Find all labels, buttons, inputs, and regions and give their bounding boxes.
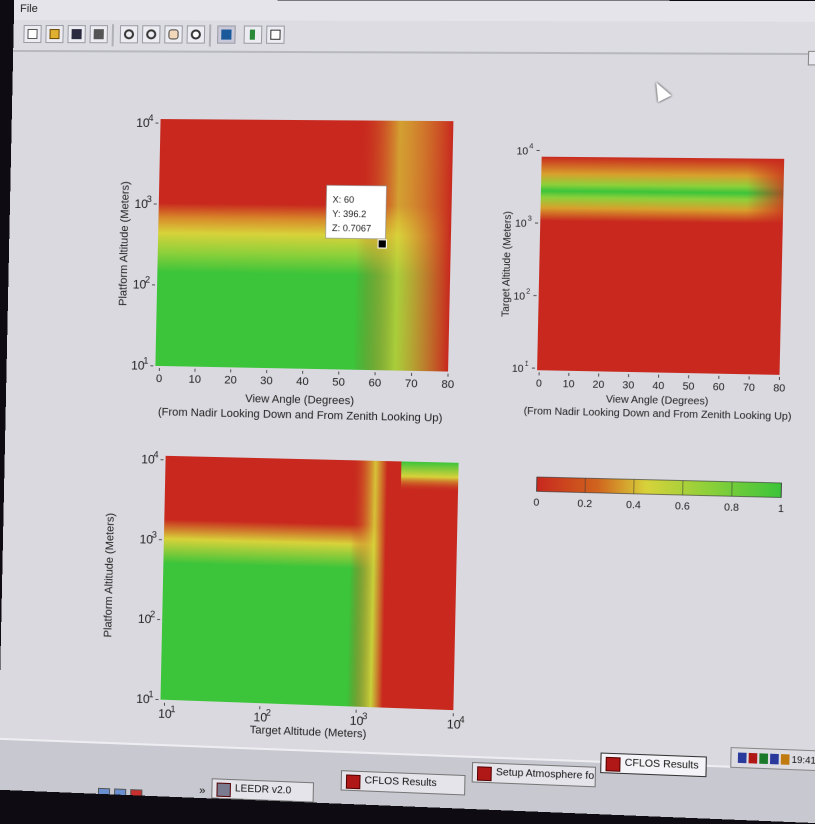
heatmap-3-corner xyxy=(396,461,458,710)
plot1-y-tick-label-exp: 3 xyxy=(147,194,152,204)
pan-hand-icon[interactable] xyxy=(164,25,183,43)
colorbar: 0 0.2 0.4 0.6 0.8 1 xyxy=(533,477,785,515)
plot3-x-tick-label-exp: 4 xyxy=(459,714,464,724)
zoom-in-icon[interactable] xyxy=(120,25,139,43)
new-file-icon[interactable] xyxy=(23,25,41,43)
data-cursor-icon[interactable] xyxy=(217,25,236,43)
task-label: Setup Atmosphere for H... xyxy=(496,767,596,783)
task-label: CFLOS Results xyxy=(625,758,699,772)
app-icon xyxy=(605,757,620,772)
plot2-xlabel: View Angle (Degrees) xyxy=(606,394,709,407)
plot2-y-tick-label: 10 xyxy=(515,219,527,230)
plot1-x-tick-label: 30 xyxy=(260,375,273,387)
heatmap-1-rolloff xyxy=(155,119,453,372)
quick-launch xyxy=(98,787,149,801)
plot-platform-vs-view-angle[interactable]: 01020304050607080 101102103104 View Angl… xyxy=(115,113,460,425)
colorbar-tick-label: 0 xyxy=(533,497,540,508)
open-folder-icon[interactable] xyxy=(45,25,63,43)
colorbar-tick-label: 0.8 xyxy=(724,502,740,514)
figure-svg: 01020304050607080 101102103104 View Angl… xyxy=(0,52,815,774)
plot2-y-tick-label: 10 xyxy=(513,291,525,302)
plot-target-vs-view-angle[interactable]: 01020304050607080 101102103104 View Angl… xyxy=(498,143,797,423)
plot2-y-tick-label-exp: 2 xyxy=(526,288,530,295)
plot1-xlabel: View Angle (Degrees) xyxy=(245,393,354,407)
plot3-x-tick-label-exp: 1 xyxy=(170,704,175,714)
zoom-out-icon[interactable] xyxy=(142,25,161,43)
plot3-x-tick-label-exp: 2 xyxy=(266,707,271,717)
plot1-x-tick-label: 40 xyxy=(296,376,309,388)
plot1-ylabel: Platform Altitude (Meters) xyxy=(117,181,132,306)
plot3-y-tick-label-exp: 4 xyxy=(153,449,158,459)
plot2-ylabel: Target Altitude (Meters) xyxy=(500,211,514,317)
colorbar-icon[interactable] xyxy=(244,26,263,44)
plot2-y-tick-label-exp: 3 xyxy=(528,216,532,223)
plot3-ylabel: Platform Altitude (Meters) xyxy=(102,513,117,638)
tooltip-x: X: 60 xyxy=(332,194,354,204)
taskbar-chevron[interactable]: » xyxy=(199,785,205,797)
plot2-x-tick-label: 20 xyxy=(592,380,604,392)
plot2-x-tick-label: 80 xyxy=(773,383,786,395)
plot2-x-tick-label: 10 xyxy=(563,379,575,391)
toolbar xyxy=(13,20,815,55)
plot2-x-tick-label: 60 xyxy=(713,382,726,394)
plot2-y-tick-label: 10 xyxy=(516,146,528,157)
app-icon xyxy=(477,766,492,781)
print-icon[interactable] xyxy=(89,25,107,43)
plot1-xlabel-sub: (From Nadir Looking Down and From Zenith… xyxy=(158,406,443,424)
colorbar-tick-label: 1 xyxy=(778,504,785,516)
tray-icons[interactable] xyxy=(738,753,790,765)
plot1-x-tick-label: 10 xyxy=(188,374,201,386)
toolbar-separator xyxy=(112,24,114,46)
app-icon xyxy=(346,774,361,789)
plot1-x-tick-label: 70 xyxy=(405,378,418,391)
plot1-y-tick-label-exp: 4 xyxy=(148,113,153,123)
quick-launch-icon[interactable] xyxy=(130,789,142,802)
task-cflos-results-active[interactable]: CFLOS Results xyxy=(600,753,707,778)
task-leedr[interactable]: LEEDR v2.0 xyxy=(211,778,314,802)
data-cursor-marker[interactable] xyxy=(378,240,386,248)
system-tray: 19:41 xyxy=(730,747,815,771)
plot1-y-tick-label-exp: 1 xyxy=(143,356,148,366)
tooltip-z: Z: 0.7067 xyxy=(332,223,371,234)
plot-platform-vs-target[interactable]: 101102103104 101102103104 Target Altitud… xyxy=(100,448,470,744)
menu-file[interactable]: File xyxy=(20,3,38,15)
colorbar-gradient xyxy=(537,477,782,498)
task-cflos-results-1[interactable]: CFLOS Results xyxy=(341,770,466,795)
plot1-x-tick-label: 60 xyxy=(368,377,381,389)
plot3-x-tick-label-exp: 3 xyxy=(362,711,367,721)
plot3-y-tick-label-exp: 2 xyxy=(150,609,155,619)
plot2-y-tick-label: 10 xyxy=(512,364,524,376)
colorbar-tick-label: 0.2 xyxy=(577,499,592,511)
plot1-x-tick-label: 80 xyxy=(441,379,454,392)
plot2-y-tick-label-exp: 1 xyxy=(525,361,529,368)
tray-clock: 19:41 xyxy=(792,755,815,766)
plot1-x-tick-label: 20 xyxy=(224,374,237,386)
tooltip-y: Y: 396.2 xyxy=(332,209,366,220)
plot1-y-tick-label-exp: 2 xyxy=(145,275,150,285)
figure-canvas: 01020304050607080 101102103104 View Angl… xyxy=(0,52,815,774)
plot1-x-tick-label: 0 xyxy=(156,373,162,385)
plot3-y-tick-label-exp: 3 xyxy=(152,529,157,539)
plot1-x-tick-label: 50 xyxy=(332,376,345,388)
plot2-x-tick-label: 50 xyxy=(682,381,695,393)
plot3-y-tick-label-exp: 1 xyxy=(148,689,153,699)
quick-launch-icon[interactable] xyxy=(114,788,126,801)
task-setup-atmosphere[interactable]: Setup Atmosphere for H... xyxy=(472,762,596,787)
plot2-x-tick-label: 0 xyxy=(536,378,543,389)
colorbar-tick-label: 0.4 xyxy=(626,500,641,512)
task-label: CFLOS Results xyxy=(364,775,436,789)
plot2-x-tick-label: 70 xyxy=(743,382,756,394)
plot2-y-tick-label-exp: 4 xyxy=(529,143,533,150)
colorbar-tick-label: 0.6 xyxy=(675,501,691,513)
plot2-x-tick-label: 30 xyxy=(622,380,634,392)
reset-view-icon[interactable] xyxy=(187,25,206,43)
legend-icon[interactable] xyxy=(266,26,285,44)
heatmap-2-rolloff xyxy=(537,157,784,375)
save-icon[interactable] xyxy=(67,25,85,43)
menu-bar: File xyxy=(14,0,815,22)
toolbar-separator xyxy=(209,24,212,46)
plot2-x-tick-label: 40 xyxy=(652,381,665,393)
plot2-xlabel-sub: (From Nadir Looking Down and From Zenith… xyxy=(524,406,792,423)
